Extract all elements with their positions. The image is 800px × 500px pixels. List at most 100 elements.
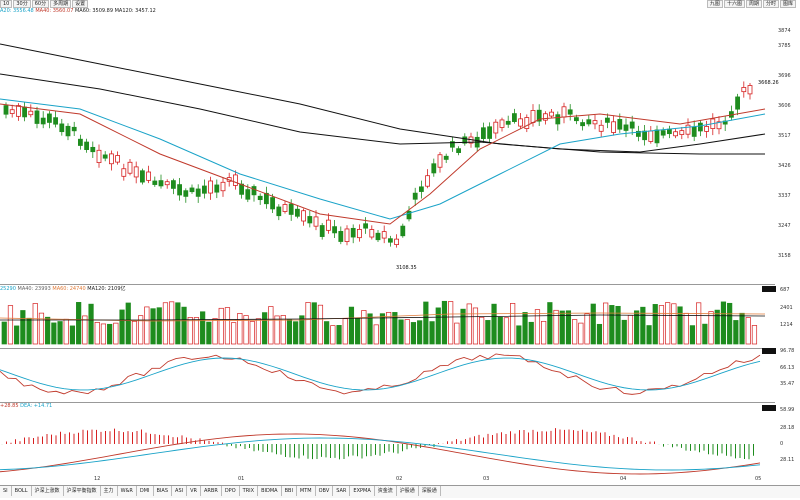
candle-body bbox=[524, 117, 530, 129]
volume-bar bbox=[268, 306, 274, 345]
price-tick: 3517 bbox=[778, 133, 791, 139]
volume-bar bbox=[187, 317, 193, 345]
vol-badge bbox=[762, 286, 776, 292]
macd-dif: +28.85 bbox=[0, 403, 19, 409]
price-tick: 3696 bbox=[778, 73, 791, 79]
kdj-d-line bbox=[0, 357, 761, 391]
candle-body bbox=[487, 126, 493, 139]
volume-bar bbox=[702, 323, 708, 345]
volume-bar bbox=[665, 302, 671, 345]
indicator-tab[interactable]: DPO bbox=[222, 486, 240, 496]
candle-body bbox=[40, 117, 46, 125]
pane-divider bbox=[0, 284, 775, 285]
volume-bar bbox=[125, 302, 131, 345]
volume-bar bbox=[286, 319, 293, 345]
indicator-tab[interactable]: MTM bbox=[297, 486, 316, 496]
volume-bar bbox=[169, 301, 175, 345]
library-button[interactable]: 图库 bbox=[779, 0, 796, 8]
ma20-line bbox=[0, 98, 766, 220]
ma60-value: MA60: 3509.89 bbox=[74, 8, 114, 14]
indicator-tab[interactable]: 深股通 bbox=[419, 486, 441, 496]
volume-bar bbox=[460, 308, 466, 345]
indicator-tab[interactable]: SAR bbox=[333, 486, 351, 496]
candle-body bbox=[71, 126, 77, 132]
period-60min-button[interactable]: 60分 bbox=[31, 0, 50, 8]
stock-chart[interactable] bbox=[0, 14, 800, 484]
candle-body bbox=[344, 228, 350, 242]
volume-bar bbox=[51, 322, 57, 345]
volume-bar bbox=[497, 316, 503, 345]
indicator-tab[interactable]: ARBR bbox=[201, 486, 222, 496]
volume-bar bbox=[392, 312, 398, 345]
indicator-tab[interactable]: BIDMA bbox=[258, 486, 282, 496]
indicator-tab[interactable]: SI bbox=[0, 486, 12, 496]
volume-bar bbox=[1, 321, 7, 345]
volume-bar bbox=[541, 320, 547, 345]
indicator-tab[interactable]: TRIX bbox=[240, 486, 259, 496]
candle-body bbox=[47, 113, 52, 123]
volume-bar bbox=[181, 306, 187, 345]
indicator-tab[interactable]: W&R bbox=[118, 486, 137, 496]
candle-body bbox=[561, 106, 567, 118]
indicator-tab[interactable]: ASI bbox=[172, 486, 188, 496]
candle-body bbox=[623, 124, 629, 131]
candle-body bbox=[394, 238, 400, 245]
price-pane bbox=[0, 43, 766, 248]
vol-tick: 2401 bbox=[780, 305, 793, 311]
date-label: 03 bbox=[483, 476, 490, 482]
volume-bar bbox=[671, 303, 677, 345]
volume-bar bbox=[696, 302, 702, 345]
volume-bar bbox=[144, 306, 150, 345]
volume-bar bbox=[584, 313, 590, 345]
indicator-tab[interactable]: 沪股通 bbox=[397, 486, 419, 496]
volume-bar bbox=[553, 309, 559, 345]
candle-body bbox=[96, 149, 102, 163]
price-tick: 3606 bbox=[778, 103, 791, 109]
indicator-tab[interactable]: 沪深平衡指数 bbox=[64, 486, 101, 496]
indicator-tab[interactable]: 主力 bbox=[101, 486, 118, 496]
candle-body bbox=[387, 238, 393, 243]
period-toolbar: 10 30分 60分 多周期 设置 bbox=[0, 0, 800, 8]
volume-bar bbox=[38, 312, 45, 345]
indicator-tab[interactable]: VR bbox=[187, 486, 202, 496]
volume-bar bbox=[745, 317, 751, 345]
volume-bar bbox=[534, 309, 541, 345]
volume-bar bbox=[274, 315, 280, 345]
cycle-button[interactable]: 周期 bbox=[745, 0, 762, 8]
candle-body bbox=[332, 226, 338, 234]
period-30min-button[interactable]: 30分 bbox=[13, 0, 31, 8]
indicator-tab[interactable]: EXPMA bbox=[350, 486, 375, 496]
volume-bar bbox=[448, 301, 454, 345]
candle-body bbox=[307, 216, 313, 224]
sixteen-grid-button[interactable]: 十六图 bbox=[723, 0, 745, 8]
indicator-tab[interactable]: BBI bbox=[282, 486, 297, 496]
indicator-tab[interactable]: 资金流 bbox=[375, 486, 397, 496]
volume-bar bbox=[348, 306, 355, 345]
indicator-tab[interactable]: BIAS bbox=[154, 486, 173, 496]
volume-bar bbox=[522, 312, 528, 345]
candle-body bbox=[158, 180, 164, 187]
volume-bar bbox=[485, 320, 491, 345]
indicator-tab[interactable]: 沪深上涨数 bbox=[32, 486, 64, 496]
volume-bar bbox=[82, 315, 88, 345]
candle-body bbox=[574, 117, 579, 122]
candle-body bbox=[201, 185, 207, 194]
price-tick: 3874 bbox=[778, 28, 791, 34]
volume-bar bbox=[373, 324, 379, 345]
indicator-tab[interactable]: OBV bbox=[316, 486, 334, 496]
intraday-button[interactable]: 分时 bbox=[762, 0, 779, 8]
indicator-tab[interactable]: DMI bbox=[137, 486, 154, 496]
kdj-badge bbox=[762, 348, 776, 354]
period-10-button[interactable]: 10 bbox=[0, 0, 13, 8]
volume-bar bbox=[727, 302, 733, 345]
candle-body bbox=[648, 130, 654, 142]
multi-period-button[interactable]: 多周期 bbox=[50, 0, 72, 8]
price-tick: 3247 bbox=[778, 223, 791, 229]
settings-button[interactable]: 设置 bbox=[72, 0, 89, 8]
candle-body bbox=[65, 125, 71, 137]
candle-body bbox=[282, 204, 288, 212]
date-label: 04 bbox=[620, 476, 627, 482]
indicator-tab[interactable]: BOLL bbox=[12, 486, 32, 496]
nine-grid-button[interactable]: 九图 bbox=[706, 0, 723, 8]
ma40-value: MA40: 3560.07 bbox=[35, 8, 74, 14]
